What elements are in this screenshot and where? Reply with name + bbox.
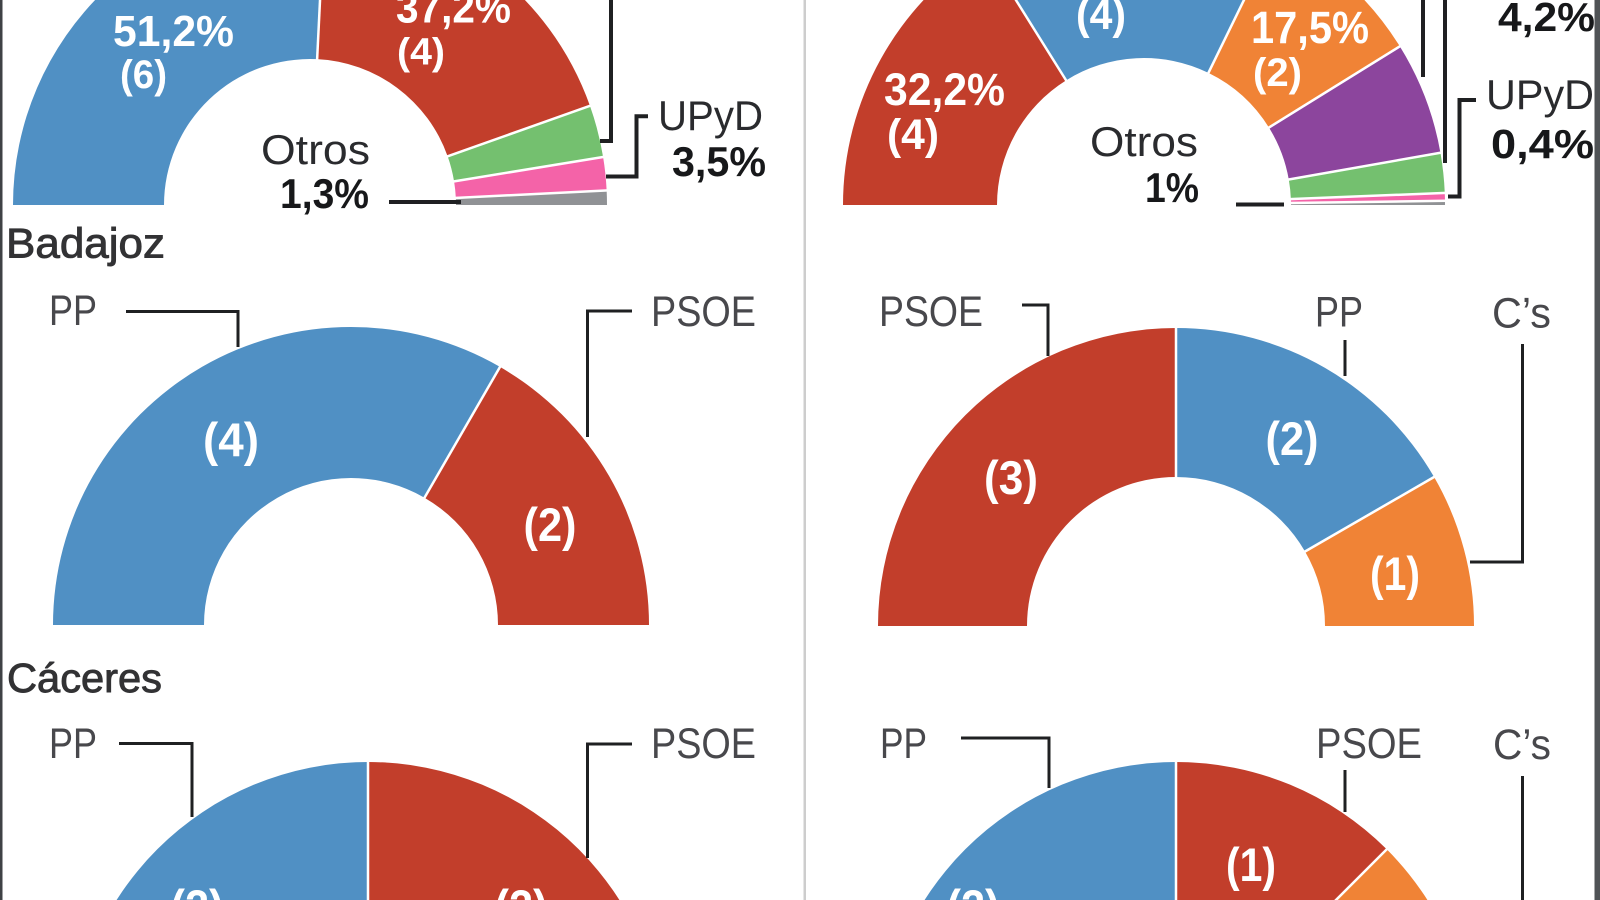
svg-text:(4): (4) [1076, 0, 1126, 39]
svg-text:1%: 1% [1145, 164, 1199, 211]
svg-text:37,2%: 37,2% [396, 0, 511, 33]
svg-text:4,2%: 4,2% [1498, 0, 1595, 40]
svg-text:(4): (4) [397, 32, 445, 74]
svg-text:(2): (2) [524, 498, 577, 551]
svg-text:PSOE: PSOE [651, 720, 756, 768]
svg-text:PP: PP [1315, 289, 1363, 337]
svg-text:(4): (4) [887, 111, 939, 159]
svg-text:0,4%: 0,4% [1491, 121, 1594, 167]
svg-text:(1): (1) [1226, 838, 1276, 891]
svg-text:PP: PP [49, 287, 97, 335]
svg-text:UPyD: UPyD [658, 92, 763, 139]
svg-text:Cáceres: Cáceres [7, 655, 162, 701]
svg-text:17,5%: 17,5% [1251, 2, 1369, 53]
svg-text:PP: PP [49, 720, 97, 768]
svg-text:PP: PP [880, 720, 927, 768]
svg-text:C’s: C’s [1493, 721, 1551, 769]
svg-text:PSOE: PSOE [879, 288, 983, 336]
svg-text:3,5%: 3,5% [672, 138, 766, 185]
svg-text:(2): (2) [1253, 51, 1302, 95]
svg-text:(4): (4) [203, 413, 259, 466]
svg-text:51,2%: 51,2% [113, 7, 234, 56]
svg-text:1,3%: 1,3% [280, 170, 369, 217]
svg-text:(2): (2) [495, 880, 548, 900]
svg-text:(2): (2) [171, 880, 224, 900]
svg-text:(2): (2) [947, 880, 1000, 900]
svg-text:C’s: C’s [1492, 290, 1551, 338]
svg-text:(2): (2) [1266, 412, 1319, 465]
svg-text:32,2%: 32,2% [884, 64, 1005, 115]
svg-text:(6): (6) [120, 53, 167, 97]
svg-text:Otros: Otros [1090, 118, 1198, 165]
svg-text:Otros: Otros [261, 126, 370, 173]
svg-text:UPyD: UPyD [1486, 71, 1594, 118]
svg-text:PSOE: PSOE [1316, 720, 1422, 768]
svg-text:PSOE: PSOE [651, 288, 756, 336]
svg-text:(3): (3) [984, 451, 1038, 504]
svg-text:Badajoz: Badajoz [6, 220, 165, 267]
svg-text:(1): (1) [1370, 547, 1420, 600]
